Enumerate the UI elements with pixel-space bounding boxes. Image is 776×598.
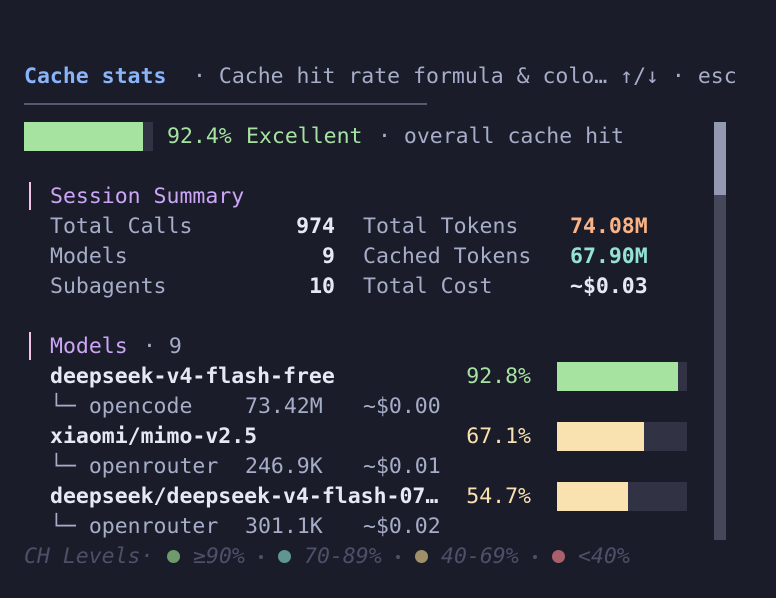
stat-value: 974 <box>296 214 335 239</box>
scrollbar-thumb[interactable] <box>714 122 726 195</box>
note: · overall cache hit <box>378 124 624 149</box>
provider: └─ opencode <box>50 394 193 419</box>
cost: ~$0.00 <box>363 394 441 419</box>
bar-fill <box>557 422 645 451</box>
legend-separator <box>533 555 537 559</box>
stat-label: Cached Tokens <box>363 244 532 269</box>
stat-label: Total Cost <box>363 274 493 299</box>
model-hit-rate: 54.7% <box>466 484 531 509</box>
model-hit-rate: 92.8% <box>466 364 531 389</box>
cost: ~$0.02 <box>363 514 441 539</box>
bar-fill <box>557 482 629 511</box>
stat-label: Total Tokens <box>363 214 519 239</box>
legend-label: <40% <box>578 544 630 569</box>
hit-rate: 92.4% <box>167 124 232 149</box>
stat-value: 9 <box>322 244 335 269</box>
scrollbar-track <box>714 122 726 540</box>
stat-label: Models <box>50 244 128 269</box>
section-title: Models <box>50 334 128 359</box>
stat-label: Total Calls <box>50 214 193 239</box>
stat-value: 74.08M <box>570 214 648 239</box>
model-name: deepseek/deepseek-v4-flash-07… <box>50 484 439 509</box>
stat-value: 10 <box>309 274 335 299</box>
stat-label: Subagents <box>50 274 167 299</box>
stat-value: 67.90M <box>570 244 648 269</box>
rating: Excellent <box>246 124 363 149</box>
model-count: · 9 <box>143 334 182 359</box>
legend-title: CH Levels· <box>24 544 154 569</box>
tokens: 301.1K <box>245 514 323 539</box>
cost: ~$0.01 <box>363 454 441 479</box>
tokens: 73.42M <box>245 394 323 419</box>
legend-separator <box>396 555 400 559</box>
legend-dot <box>415 550 428 563</box>
legend-label: 70-89% <box>304 544 382 569</box>
header-info: · Cache hit rate formula & colo… ↑/↓ · e… <box>193 64 737 89</box>
section-marker <box>29 182 31 210</box>
model-hit-rate: 67.1% <box>466 424 531 449</box>
bar-fill <box>557 362 678 391</box>
model-name: xiaomi/mimo-v2.5 <box>50 424 258 449</box>
header-underline <box>24 103 427 105</box>
tokens: 246.9K <box>245 454 323 479</box>
section-title: Session Summary <box>50 184 245 209</box>
legend-label: 40-69% <box>441 544 519 569</box>
legend-separator <box>259 555 263 559</box>
section-marker <box>29 332 31 360</box>
bar-fill <box>24 122 144 151</box>
model-name: deepseek-v4-flash-free <box>50 364 335 389</box>
stat-value: ~$0.03 <box>570 274 648 299</box>
legend-dot <box>278 550 291 563</box>
legend-label: ≥90% <box>193 544 245 569</box>
legend-dot <box>552 550 565 563</box>
provider: └─ openrouter <box>50 454 219 479</box>
title: Cache stats <box>24 64 167 89</box>
legend-dot <box>167 550 180 563</box>
provider: └─ openrouter <box>50 514 219 539</box>
